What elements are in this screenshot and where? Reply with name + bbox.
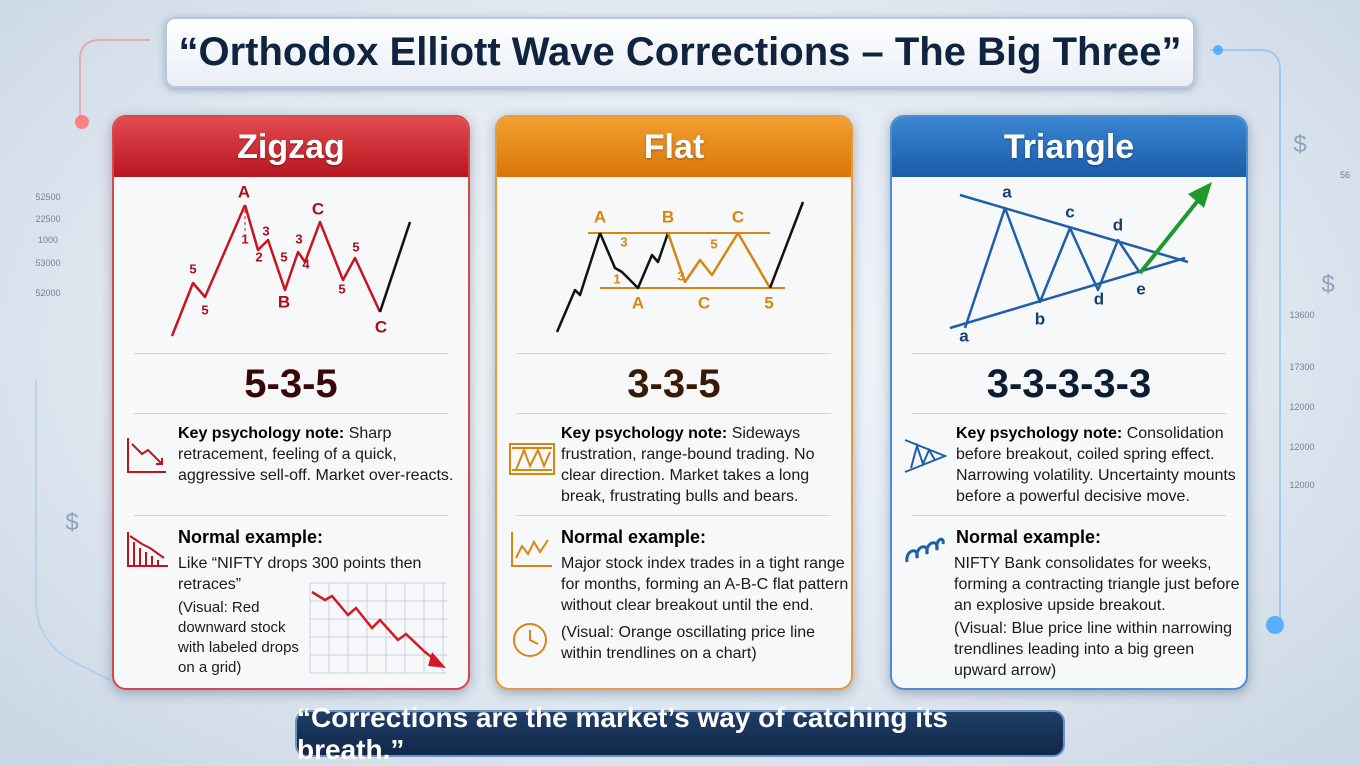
glow-line (35, 380, 111, 681)
glow-dot (1266, 616, 1284, 634)
psychology-text: Sharp retracement, feeling of a quick, a… (178, 425, 454, 484)
divider (912, 515, 1226, 516)
footer-quote: “Corrections are the market’s way of cat… (295, 702, 1065, 765)
background-label: 12000 (1289, 480, 1314, 490)
psychology-note: Key psychology note: Sharp retracement, … (178, 423, 463, 486)
title: “Orthodox Elliott Wave Corrections – The… (165, 17, 1195, 88)
background-label: 53000 (35, 258, 60, 268)
pattern: 5-3-5 (244, 362, 338, 406)
pattern: 3-3-3-3-3 (986, 362, 1152, 406)
background-label: $ (1321, 271, 1334, 298)
example-visual: (Visual: Red downward stock with labeled… (178, 599, 299, 676)
card: Flat 3-3-5 Key psychology note: Sideways f… (495, 115, 853, 690)
psychology-label: Key psychology note: (178, 425, 345, 442)
background-label: 52000 (35, 288, 60, 298)
divider (517, 353, 831, 354)
card-header: Triangle (892, 117, 1246, 177)
example-label: Normal example: (178, 527, 324, 547)
background-label: 22500 (35, 214, 60, 224)
background-label: 17300 (1289, 362, 1314, 372)
example-visual: (Visual: Blue price line within narrowin… (954, 620, 1233, 679)
divider (134, 353, 448, 354)
divider (912, 413, 1226, 414)
divider (134, 515, 448, 516)
example-text: Major stock index trades in a tight rang… (561, 555, 849, 614)
card: Zigzag 5-3-5 Key psychology note: Sharp re… (112, 115, 470, 690)
background-label: 12000 (1289, 402, 1314, 412)
card-header: Flat (497, 117, 851, 177)
psychology-label: Key psychology note: (956, 425, 1123, 442)
example-visual: (Visual: Orange oscillating price line w… (561, 624, 816, 662)
background-label: 52500 (35, 192, 60, 202)
background-label: $ (65, 509, 78, 536)
glow-dot (75, 115, 89, 129)
glow-line (79, 39, 150, 120)
card-header: Zigzag (114, 117, 468, 177)
background-label: 56 (1340, 170, 1350, 180)
background-label: $ (1293, 131, 1306, 158)
divider (517, 413, 831, 414)
glow-line (1210, 49, 1281, 620)
example-label: Normal example: (956, 527, 1102, 547)
divider (134, 413, 448, 414)
example-text: NIFTY Bank consolidates for weeks, formi… (954, 555, 1240, 614)
divider (517, 515, 831, 516)
glow-dot (1213, 45, 1223, 55)
example-label: Normal example: (561, 527, 707, 547)
psychology-note: Key psychology note: Sideways frustratio… (561, 423, 851, 507)
psychology-text: Sideways frustration, range-bound tradin… (561, 425, 815, 505)
pattern: 3-3-5 (627, 362, 721, 406)
background-label: 13600 (1289, 310, 1314, 320)
psychology-text: Consolidation before breakout, coiled sp… (956, 425, 1236, 505)
divider (912, 353, 1226, 354)
example-text: Like “NIFTY drops 300 points then retrac… (178, 555, 422, 593)
background-label: 1000 (38, 235, 58, 245)
psychology-label: Key psychology note: (561, 425, 728, 442)
psychology-note: Key psychology note: Consolidation befor… (956, 423, 1246, 507)
card: Triangle 3-3-3-3-3 Key psychology note: Co… (890, 115, 1248, 690)
background-label: 12000 (1289, 442, 1314, 452)
